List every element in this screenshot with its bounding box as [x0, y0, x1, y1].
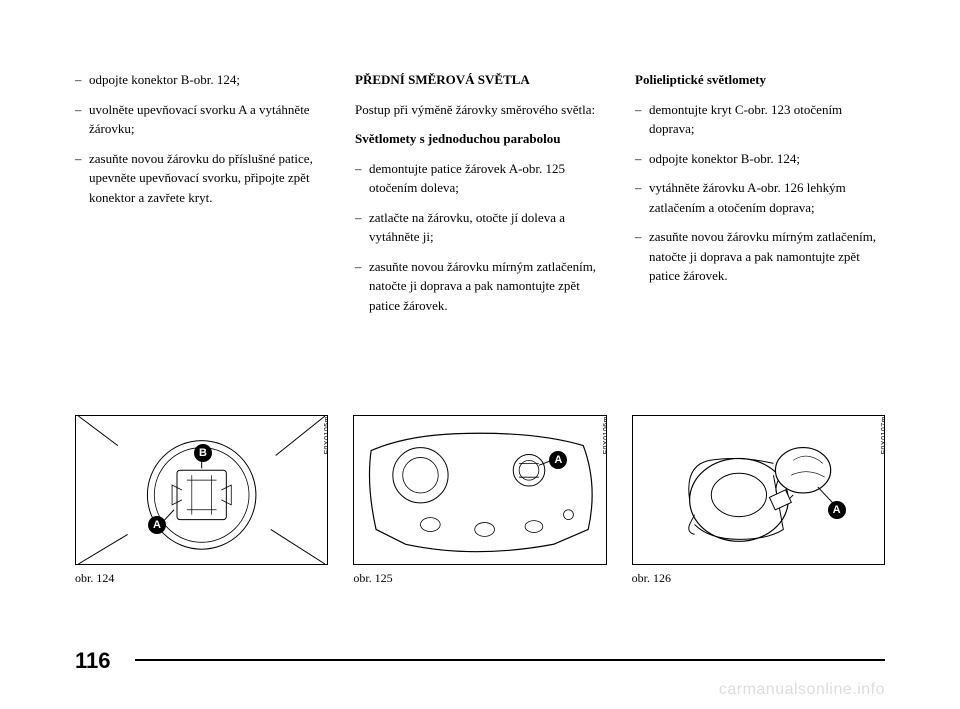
middle-list: demontujte patice žárovek A-obr. 125 oto… [355, 159, 605, 316]
column-middle: PŘEDNÍ SMĚROVÁ SVĚTLA Postup při výměně … [355, 70, 605, 390]
figure-ref-code: F0X0107m [881, 416, 885, 454]
list-item: demontujte patice žárovek A-obr. 125 oto… [355, 159, 605, 198]
left-list: odpojte konektor B-obr. 124; uvolněte up… [75, 70, 325, 207]
intro-text: Postup při výměně žárovky směrového svět… [355, 100, 605, 120]
figure-126: F0X0107m A obr. 126 [632, 415, 885, 586]
page-number-box: 116 [75, 643, 135, 679]
heading-front-indicators: PŘEDNÍ SMĚROVÁ SVĚTLA [355, 70, 605, 90]
figure-ref-code: F0X0106m [603, 416, 607, 454]
figure-125-box: F0X0106m A [353, 415, 606, 565]
right-list: demontujte kryt C-obr. 123 otočením dopr… [635, 100, 885, 286]
list-item: zasuňte novou žárovku do příslušné patic… [75, 149, 325, 208]
label-b-badge: B [194, 444, 212, 462]
label-a-badge: A [828, 501, 846, 519]
list-item: demontujte kryt C-obr. 123 otočením dopr… [635, 100, 885, 139]
list-item: uvolněte upevňovací svorku A a vytáhněte… [75, 100, 325, 139]
figure-124-caption: obr. 124 [75, 571, 328, 586]
figure-124: F0X0105m B A obr. 124 [75, 415, 328, 586]
figures-row: F0X0105m B A obr. 124 [75, 415, 885, 586]
heading-polyelliptic: Polieliptické světlomety [635, 70, 885, 90]
watermark-text: carmanualsonline.info [719, 681, 885, 699]
figure-124-box: F0X0105m B A [75, 415, 328, 565]
list-item: zatlačte na žárovku, otočte jí doleva a … [355, 208, 605, 247]
figure-126-box: F0X0107m A [632, 415, 885, 565]
figure-ref-code: F0X0105m [324, 416, 328, 454]
figure-124-svg [76, 416, 327, 564]
list-item: zasuňte novou žárovku mírným zatlačením,… [355, 257, 605, 316]
label-a-badge: A [148, 516, 166, 534]
text-columns: odpojte konektor B-obr. 124; uvolněte up… [75, 70, 885, 390]
figure-125-caption: obr. 125 [353, 571, 606, 586]
heading-single-parabola: Světlomety s jednoduchou parabolou [355, 129, 605, 149]
column-right: Polieliptické světlomety demontujte kryt… [635, 70, 885, 390]
figure-126-svg [633, 416, 884, 564]
column-left: odpojte konektor B-obr. 124; uvolněte up… [75, 70, 325, 390]
figure-125-svg [354, 416, 605, 564]
page-number: 116 [75, 648, 111, 674]
list-item: zasuňte novou žárovku mírným zatlačením,… [635, 227, 885, 286]
list-item: odpojte konektor B-obr. 124; [75, 70, 325, 90]
figure-125: F0X0106m A obr. 125 [353, 415, 606, 586]
list-item: vytáhněte žárovku A-obr. 126 lehkým zatl… [635, 178, 885, 217]
list-item: odpojte konektor B-obr. 124; [635, 149, 885, 169]
bottom-rule [75, 659, 885, 661]
manual-page: odpojte konektor B-obr. 124; uvolněte up… [0, 0, 960, 709]
figure-126-caption: obr. 126 [632, 571, 885, 586]
